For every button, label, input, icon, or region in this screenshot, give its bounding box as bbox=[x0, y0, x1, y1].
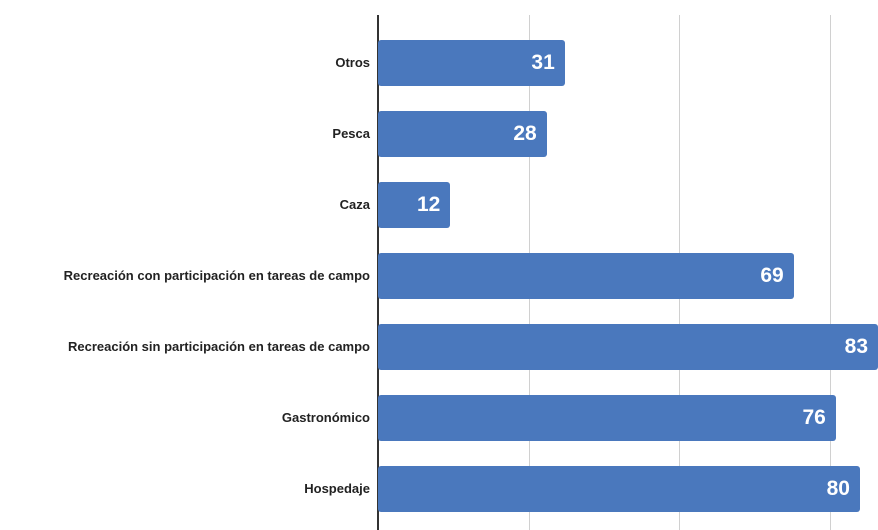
bar bbox=[378, 253, 794, 299]
bar bbox=[378, 182, 451, 228]
category-label: Recreación sin participación en tareas d… bbox=[67, 339, 370, 354]
value-label: 76 bbox=[802, 406, 826, 429]
value-label: 28 bbox=[513, 122, 537, 145]
value-label: 83 bbox=[844, 335, 868, 358]
bar bbox=[378, 466, 860, 512]
category-label: Recreación con participación en tareas d… bbox=[63, 268, 370, 283]
category-label: Otros bbox=[335, 55, 370, 70]
bar bbox=[378, 111, 547, 157]
bar bbox=[378, 395, 836, 441]
value-label: 69 bbox=[760, 264, 784, 287]
category-label: Pesca bbox=[332, 126, 370, 141]
value-label: 12 bbox=[416, 193, 441, 216]
value-label: 80 bbox=[826, 477, 850, 500]
category-label: Hospedaje bbox=[304, 481, 370, 496]
bar bbox=[378, 324, 878, 370]
category-label: Caza bbox=[339, 197, 370, 212]
category-label: Gastronómico bbox=[281, 410, 370, 425]
value-label: 31 bbox=[531, 51, 555, 74]
bar bbox=[378, 40, 565, 86]
grid-line bbox=[829, 15, 831, 530]
